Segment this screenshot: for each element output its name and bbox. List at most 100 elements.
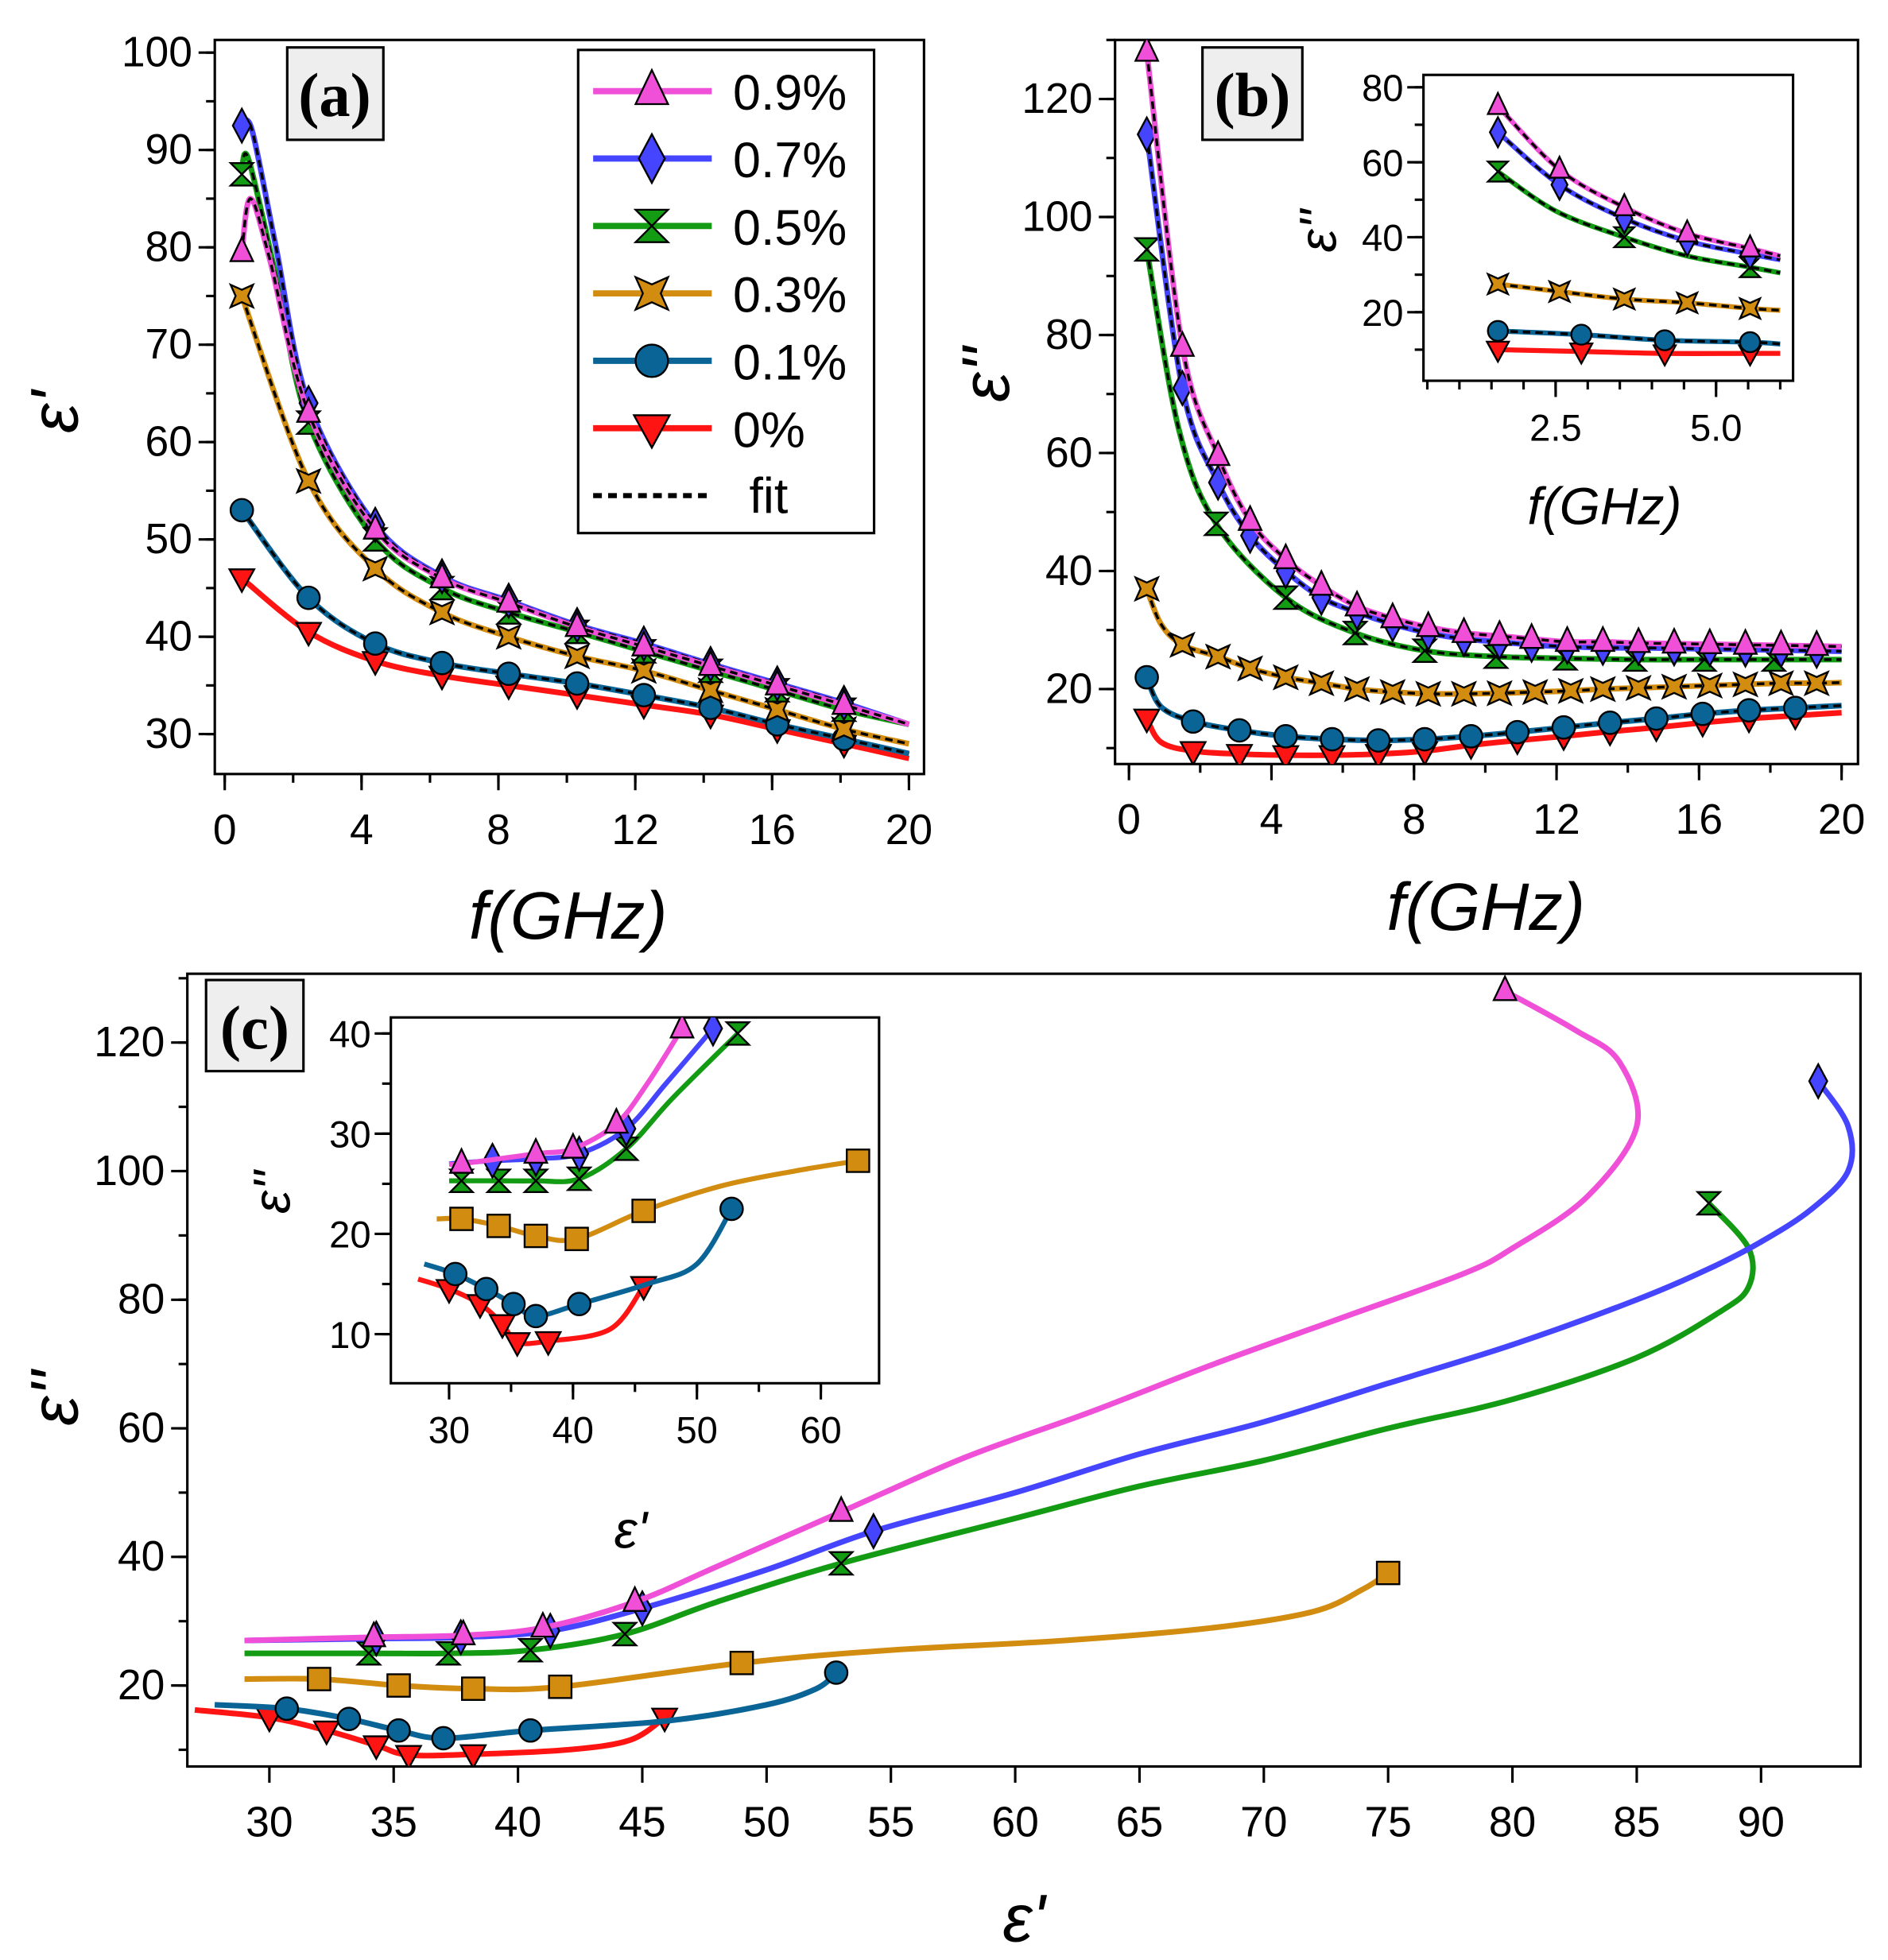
panel-label-b: (b)	[1201, 46, 1304, 141]
y-tick-label: 120	[94, 1019, 165, 1066]
x-tick-label: 60	[800, 1409, 841, 1451]
data-point-marker	[560, 1132, 586, 1159]
triangle-down-icon	[632, 414, 672, 450]
x-tick-label: 20	[886, 807, 932, 854]
data-point-marker	[1486, 91, 1510, 115]
series-line	[436, 1158, 859, 1243]
data-point-marker	[228, 161, 256, 187]
data-point-marker	[1375, 1560, 1401, 1586]
chart-c-inset: 30 40 50 60 10 20 30 40	[329, 1013, 881, 1451]
data-point-marker	[565, 1166, 593, 1191]
data-point-marker	[1341, 621, 1369, 645]
legend-label: 0.5%	[733, 200, 847, 256]
data-point-marker	[362, 1735, 390, 1761]
x-tick-label: 85	[1613, 1799, 1660, 1846]
data-point-marker	[1343, 676, 1370, 703]
x-tick-label: 16	[749, 807, 796, 854]
series-0-1pct	[423, 1196, 744, 1329]
data-point-marker	[1415, 610, 1441, 637]
data-point-marker	[1625, 675, 1652, 701]
data-point-marker	[312, 1720, 341, 1746]
y-tick-label: 100	[94, 1148, 165, 1195]
data-point-marker	[1653, 329, 1676, 351]
data-point-marker	[1696, 672, 1723, 699]
y-tick-label: 90	[145, 126, 192, 173]
x-tick-label: 12	[611, 807, 658, 854]
fit-line	[240, 295, 909, 746]
data-point-marker	[1612, 192, 1636, 216]
data-point-marker	[729, 1650, 754, 1675]
data-point-marker	[459, 1744, 487, 1767]
data-point-marker	[362, 555, 389, 582]
data-point-marker	[1486, 272, 1510, 296]
data-point-marker	[1661, 626, 1687, 654]
panel-label-b-text: (b)	[1214, 60, 1290, 130]
data-point-marker	[1522, 679, 1549, 706]
data-point-marker	[1320, 726, 1344, 752]
data-point-marker	[548, 1674, 573, 1699]
x-tick-label: 50	[676, 1409, 717, 1451]
data-point-marker	[431, 1726, 456, 1751]
data-point-marker	[1518, 622, 1545, 649]
data-point-marker	[1783, 695, 1808, 721]
y-tick-label: 80	[1045, 312, 1092, 358]
data-point-marker	[1492, 974, 1518, 1001]
fit-line	[1497, 170, 1781, 274]
data-point-marker	[229, 235, 255, 262]
series-0-3pct	[436, 1148, 870, 1252]
series-line	[1144, 587, 1842, 697]
data-point-marker	[495, 623, 522, 650]
x-tick-label: 16	[1676, 796, 1723, 843]
series-0-5pct	[448, 1021, 752, 1193]
data-point-marker	[1557, 677, 1584, 704]
data-point-marker	[1205, 439, 1231, 467]
y-tick-label: 20	[1045, 665, 1092, 712]
data-point-marker	[1550, 168, 1569, 202]
data-point-marker	[564, 643, 591, 670]
series-0-9pct	[229, 196, 910, 727]
panel-c-x-axis-title: ε'	[1002, 1880, 1047, 1955]
legend-fit-label: fit	[749, 469, 788, 525]
data-point-marker	[1344, 589, 1370, 617]
data-point-marker	[1379, 601, 1405, 629]
x-tick-label: 20	[1818, 796, 1865, 843]
data-point-marker	[1739, 233, 1762, 258]
data-point-marker	[1169, 330, 1196, 357]
data-point-marker	[1134, 40, 1160, 62]
data-point-marker	[1203, 511, 1230, 536]
series-line	[214, 1670, 839, 1741]
y-tick-label: 60	[1362, 141, 1403, 184]
data-point-marker	[522, 1168, 550, 1193]
series-0-1pct	[1487, 320, 1781, 354]
data-point-marker	[1738, 296, 1762, 320]
data-point-marker	[394, 1745, 423, 1767]
series-0pct	[1485, 340, 1781, 368]
data-point-marker	[828, 1551, 855, 1576]
data-point-marker	[724, 1021, 752, 1046]
y-tick-label: 20	[329, 1214, 370, 1256]
data-point-marker	[1227, 718, 1252, 743]
data-point-marker	[1675, 218, 1699, 242]
data-point-marker	[630, 629, 657, 657]
data-point-marker	[1459, 724, 1483, 749]
legend: 0.9% 0.7% 0.5% 0.3% 0.1% 0% fit	[576, 48, 876, 535]
data-point-marker	[1767, 670, 1794, 697]
x-tick-label: 2.5	[1529, 406, 1582, 448]
x-tick-label: 45	[618, 1799, 665, 1846]
inset-c-x-axis-title: ε'	[614, 1501, 649, 1559]
data-point-marker	[448, 1147, 475, 1174]
y-tick-label: 40	[145, 613, 192, 660]
data-point-marker	[1451, 616, 1477, 643]
data-point-marker	[564, 671, 590, 696]
x-tick-label: 4	[1260, 796, 1284, 843]
data-point-marker	[460, 1676, 486, 1701]
data-point-marker	[523, 1303, 549, 1329]
x-tick-label: 60	[991, 1799, 1038, 1846]
data-point-marker	[474, 1276, 499, 1302]
y-tick-label: 70	[145, 321, 192, 368]
x-tick-label: 80	[1489, 1799, 1536, 1846]
x-tick-label: 65	[1116, 1799, 1163, 1846]
x-tick-label: 12	[1533, 796, 1580, 843]
data-point-marker	[362, 513, 389, 540]
